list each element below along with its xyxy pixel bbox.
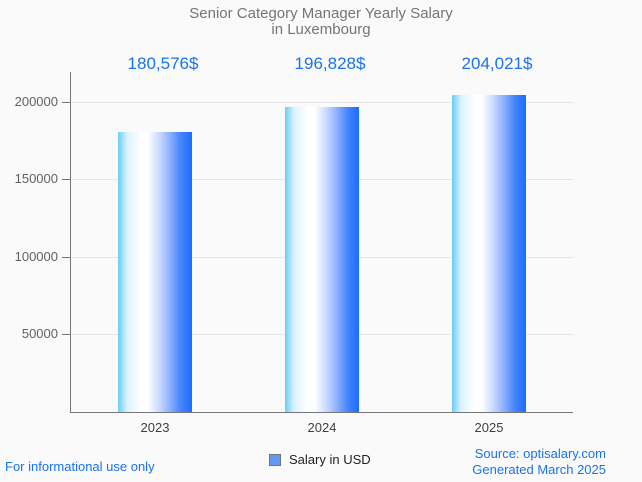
generated-date: Generated March 2025 bbox=[472, 462, 606, 477]
x-axis-label-2024: 2024 bbox=[307, 420, 337, 435]
x-axis-label-2023: 2023 bbox=[140, 420, 170, 435]
bar-value-label-2024: 196,828$ bbox=[294, 54, 366, 73]
bar-2024[interactable] bbox=[285, 107, 359, 412]
chart-legend: Salary in USD bbox=[269, 452, 371, 467]
y-tick-200000 bbox=[62, 102, 71, 103]
chart-title: Senior Category Manager Yearly Salary in… bbox=[0, 6, 642, 38]
y-axis-label-50000: 50000 bbox=[21, 326, 58, 341]
y-axis-line bbox=[70, 72, 71, 412]
x-axis-line bbox=[70, 412, 573, 413]
bar-value-label-2023: 180,576$ bbox=[127, 54, 199, 73]
y-tick-150000 bbox=[62, 179, 71, 180]
disclaimer-text: For informational use only bbox=[5, 459, 155, 474]
bar-2025[interactable] bbox=[452, 95, 526, 412]
chart-title-line1: Senior Category Manager Yearly Salary bbox=[189, 5, 453, 22]
source-link[interactable]: Source: optisalary.com bbox=[474, 446, 606, 461]
y-axis-label-150000: 150000 bbox=[14, 171, 58, 186]
y-axis-label-200000: 200000 bbox=[14, 94, 58, 109]
source-block: Source: optisalary.com Generated March 2… bbox=[472, 446, 606, 478]
bar-2023[interactable] bbox=[118, 132, 192, 412]
x-axis-label-2025: 2025 bbox=[474, 420, 504, 435]
legend-swatch-icon bbox=[269, 453, 281, 466]
y-tick-100000 bbox=[62, 257, 71, 258]
y-tick-50000 bbox=[62, 334, 71, 335]
gridline-200000 bbox=[72, 102, 573, 103]
bar-value-label-2025: 204,021$ bbox=[461, 54, 533, 73]
y-axis-label-100000: 100000 bbox=[14, 249, 58, 264]
chart-title-line2: in Luxembourg bbox=[271, 21, 371, 38]
legend-label: Salary in USD bbox=[289, 452, 371, 467]
